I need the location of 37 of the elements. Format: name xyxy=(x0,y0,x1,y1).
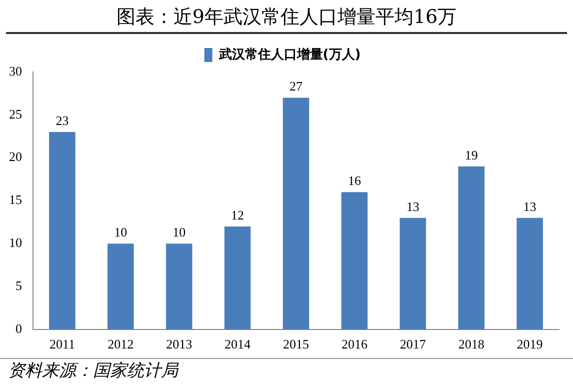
x-tick-label: 2019 xyxy=(516,336,543,352)
y-tick-label: 10 xyxy=(9,235,22,250)
y-tick-label: 30 xyxy=(9,63,22,78)
x-tick-label: 2012 xyxy=(108,336,134,352)
y-tick-label: 0 xyxy=(16,320,22,336)
y-tick-label: 25 xyxy=(9,106,22,122)
x-tick-label: 2015 xyxy=(283,336,309,352)
x-tick-label: 2018 xyxy=(458,336,484,352)
data-label: 27 xyxy=(290,78,303,94)
x-tick-label: 2013 xyxy=(166,336,192,352)
legend-label: 武汉常住人口增量(万人) xyxy=(218,47,361,62)
bar xyxy=(166,244,192,330)
data-label: 16 xyxy=(348,173,362,188)
bar xyxy=(49,132,76,330)
bar xyxy=(341,192,368,330)
bar xyxy=(458,166,484,330)
x-tick-label: 2011 xyxy=(49,336,75,352)
bar xyxy=(400,218,426,330)
bar xyxy=(224,226,251,330)
x-tick-label: 2017 xyxy=(400,336,426,352)
bar xyxy=(108,244,134,330)
data-label: 12 xyxy=(231,207,244,222)
data-label: 10 xyxy=(172,224,186,240)
data-label: 19 xyxy=(464,147,478,162)
chart-title: 图表：近9年武汉常住人口增量平均16万 xyxy=(6,0,567,34)
data-label: 23 xyxy=(56,112,69,128)
bar xyxy=(282,98,310,330)
text: 资料来源：国家统计局 xyxy=(0,358,573,382)
x-tick-label: 2014 xyxy=(224,336,252,352)
data-label: 13 xyxy=(406,198,420,214)
bar xyxy=(516,218,543,330)
y-tick-label: 5 xyxy=(16,278,22,293)
data-label: 10 xyxy=(114,224,128,240)
y-tick-label: 15 xyxy=(9,192,22,208)
data-label: 13 xyxy=(523,198,536,214)
y-tick-label: 20 xyxy=(9,149,22,164)
x-tick-label: 2016 xyxy=(341,336,368,352)
